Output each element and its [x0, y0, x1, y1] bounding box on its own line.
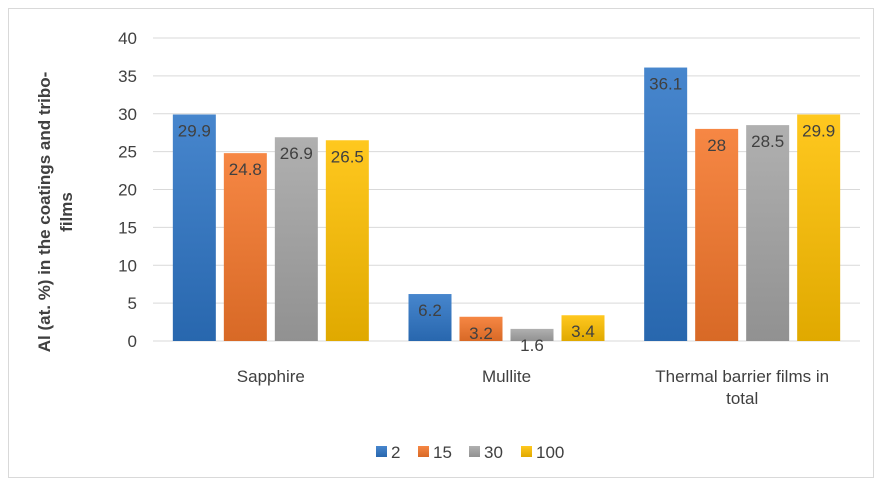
y-tick-label: 35	[118, 67, 137, 86]
data-label: 28.5	[751, 132, 784, 151]
legend-swatch	[376, 446, 387, 457]
bar	[325, 140, 369, 341]
data-label: 26.5	[331, 147, 364, 166]
y-tick-label: 15	[118, 218, 137, 237]
y-tick-label: 5	[128, 294, 137, 313]
data-label: 24.8	[229, 160, 262, 179]
bar	[746, 125, 790, 341]
bar	[459, 316, 503, 341]
legend-label: 100	[536, 443, 564, 462]
legend-swatch	[521, 446, 532, 457]
y-axis-title: Al (at. %) in the coatings and tribo-fil…	[35, 72, 76, 353]
bar	[223, 153, 267, 341]
x-tick-label: Mullite	[482, 367, 531, 386]
data-label: 3.4	[571, 322, 595, 341]
y-tick-label: 30	[118, 105, 137, 124]
y-tick-label: 40	[118, 29, 137, 48]
bar	[510, 328, 554, 341]
bar	[644, 67, 688, 341]
legend-label: 15	[433, 443, 452, 462]
data-label: 6.2	[418, 301, 442, 320]
bar	[408, 294, 452, 341]
bar	[172, 114, 216, 341]
y-tick-label: 10	[118, 256, 137, 275]
x-tick-label: Sapphire	[237, 367, 305, 386]
data-label: 29.9	[178, 122, 211, 141]
y-tick-label: 25	[118, 143, 137, 162]
y-tick-label: 20	[118, 181, 137, 200]
data-label: 29.9	[802, 122, 835, 141]
data-label: 3.2	[469, 324, 493, 343]
data-label: 28	[707, 136, 726, 155]
data-label: 26.9	[280, 144, 313, 163]
bar	[695, 128, 739, 341]
legend-swatch	[418, 446, 429, 457]
bar	[274, 137, 318, 341]
x-tick-label: Thermal barrier films in total	[655, 367, 829, 408]
bar	[561, 315, 605, 341]
bar	[797, 114, 841, 341]
legend-swatch	[469, 446, 480, 457]
data-label: 1.6	[520, 336, 544, 355]
data-label: 36.1	[649, 75, 682, 94]
legend-label: 2	[391, 443, 400, 462]
y-tick-label: 0	[128, 332, 137, 351]
legend-label: 30	[484, 443, 503, 462]
